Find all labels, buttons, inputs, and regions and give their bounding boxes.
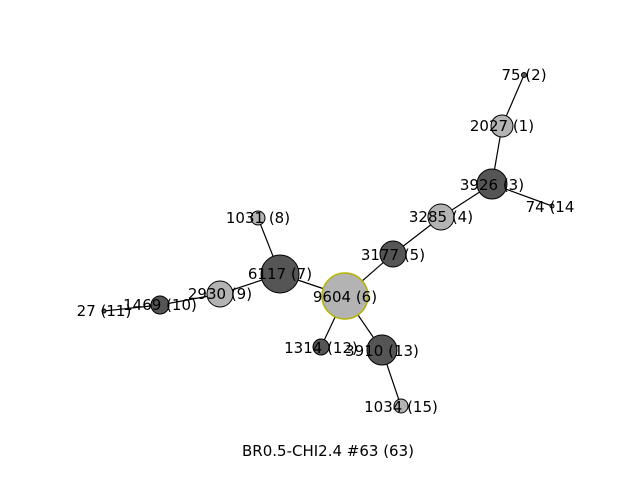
node-n5 <box>379 240 407 268</box>
node-label-n2: 75 (2) <box>501 66 546 84</box>
node-n13 <box>366 334 398 366</box>
node-label-n12: 1314 (12) <box>284 339 358 357</box>
node-n3 <box>476 168 508 200</box>
node-label-n10: 1469 (10) <box>123 296 197 314</box>
node-n7 <box>260 254 300 294</box>
node-n4 <box>427 203 455 231</box>
node-n2 <box>521 72 527 78</box>
node-n6 <box>321 272 369 320</box>
node-n11 <box>101 308 107 314</box>
node-label-n1: 2027 (1) <box>470 117 534 135</box>
node-n8 <box>250 210 266 226</box>
label-layer: 2027 (1) 75 (2) 3926 (3) 3285 (4) 3177 (5) 96… <box>77 66 575 416</box>
node-label-n3: 3926 (3) <box>460 176 524 194</box>
node-label-n4: 3285 (4) <box>409 208 473 226</box>
node-n1 <box>490 114 514 138</box>
node-n14 <box>549 203 555 209</box>
node-label-n11: 27 (11) <box>77 302 132 320</box>
node-label-n6: 9604 (6) <box>313 288 377 306</box>
node-label-n8: 1031 (8) <box>226 209 290 227</box>
graph-caption: BR0.5-CHI2.4 #63 (63) <box>242 442 414 460</box>
node-label-n7: 6117 (7) <box>248 265 312 283</box>
node-n9 <box>206 280 234 308</box>
node-label-n5: 3177 (5) <box>361 246 425 264</box>
node-layer <box>101 72 555 414</box>
node-label-n9: 2930 (9) <box>188 285 252 303</box>
node-n15 <box>393 398 409 414</box>
node-n12 <box>312 338 330 356</box>
node-label-n15: 1034 (15) <box>364 398 438 416</box>
node-label-n13: 3910 (13) <box>345 342 419 360</box>
node-label-n14: 74 (14 <box>526 198 575 216</box>
node-n10 <box>150 295 170 315</box>
